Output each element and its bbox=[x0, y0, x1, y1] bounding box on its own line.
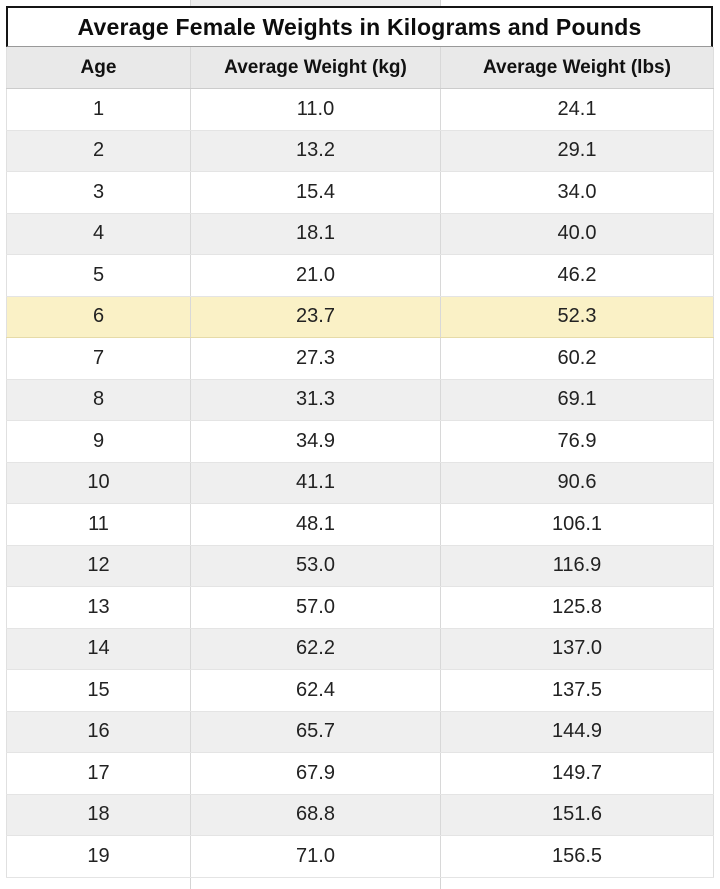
lbs-cell: 24.1 bbox=[440, 88, 714, 131]
table-header: Age Average Weight (kg) Average Weight (… bbox=[6, 47, 714, 89]
lbs-cell: 52.3 bbox=[440, 295, 714, 338]
table-row: 6 23.7 52.3 bbox=[6, 295, 714, 338]
kg-cell: 62.2 bbox=[190, 628, 441, 670]
header-row: Age Average Weight (kg) Average Weight (… bbox=[6, 47, 714, 89]
table-row: 8 31.3 69.1 bbox=[6, 379, 714, 421]
kg-cell: 18.1 bbox=[190, 213, 441, 255]
lbs-cell: 137.0 bbox=[440, 628, 714, 670]
gridline-strip-top bbox=[6, 0, 713, 6]
kg-cell: 23.7 bbox=[190, 295, 441, 338]
kg-cell: 57.0 bbox=[190, 586, 441, 629]
kg-cell: 53.0 bbox=[190, 545, 441, 587]
gridline-vertical bbox=[190, 0, 191, 6]
col-header-age: Age bbox=[6, 47, 191, 89]
table-row: 5 21.0 46.2 bbox=[6, 254, 714, 297]
kg-cell: 71.0 bbox=[190, 835, 441, 878]
age-cell: 13 bbox=[6, 586, 191, 629]
lbs-cell: 29.1 bbox=[440, 130, 714, 172]
table-row: 4 18.1 40.0 bbox=[6, 213, 714, 255]
table-row: 13 57.0 125.8 bbox=[6, 586, 714, 629]
age-cell: 1 bbox=[6, 88, 191, 131]
age-cell: 12 bbox=[6, 545, 191, 587]
kg-cell: 62.4 bbox=[190, 669, 441, 712]
kg-cell: 21.0 bbox=[190, 254, 441, 297]
lbs-cell: 137.5 bbox=[440, 669, 714, 712]
lbs-cell: 40.0 bbox=[440, 213, 714, 255]
lbs-cell: 149.7 bbox=[440, 752, 714, 795]
lbs-cell: 34.0 bbox=[440, 171, 714, 214]
kg-cell: 13.2 bbox=[190, 130, 441, 172]
age-cell: 7 bbox=[6, 337, 191, 380]
lbs-cell: 151.6 bbox=[440, 794, 714, 836]
lbs-cell: 76.9 bbox=[440, 420, 714, 463]
gridline-strip-bottom bbox=[6, 877, 713, 889]
table-row: 15 62.4 137.5 bbox=[6, 669, 714, 712]
lbs-cell: 90.6 bbox=[440, 462, 714, 504]
kg-cell: 27.3 bbox=[190, 337, 441, 380]
lbs-cell: 106.1 bbox=[440, 503, 714, 546]
table-row: 17 67.9 149.7 bbox=[6, 752, 714, 795]
age-cell: 5 bbox=[6, 254, 191, 297]
kg-cell: 15.4 bbox=[190, 171, 441, 214]
lbs-cell: 125.8 bbox=[440, 586, 714, 629]
age-cell: 14 bbox=[6, 628, 191, 670]
lbs-cell: 46.2 bbox=[440, 254, 714, 297]
weights-table: Age Average Weight (kg) Average Weight (… bbox=[6, 47, 714, 878]
kg-cell: 41.1 bbox=[190, 462, 441, 504]
age-cell: 19 bbox=[6, 835, 191, 878]
kg-cell: 31.3 bbox=[190, 379, 441, 421]
table-row: 10 41.1 90.6 bbox=[6, 462, 714, 504]
table-row: 14 62.2 137.0 bbox=[6, 628, 714, 670]
age-cell: 16 bbox=[6, 711, 191, 753]
kg-cell: 34.9 bbox=[190, 420, 441, 463]
table-body: 1 11.0 24.1 2 13.2 29.1 3 15.4 34.0 4 18.1 40.0 5 21.… bbox=[6, 88, 714, 878]
age-cell: 4 bbox=[6, 213, 191, 255]
age-cell: 3 bbox=[6, 171, 191, 214]
lbs-cell: 69.1 bbox=[440, 379, 714, 421]
kg-cell: 11.0 bbox=[190, 88, 441, 131]
table-row: 9 34.9 76.9 bbox=[6, 420, 714, 463]
table-row: 19 71.0 156.5 bbox=[6, 835, 714, 878]
age-cell: 18 bbox=[6, 794, 191, 836]
lbs-cell: 60.2 bbox=[440, 337, 714, 380]
table-row: 7 27.3 60.2 bbox=[6, 337, 714, 380]
kg-cell: 68.8 bbox=[190, 794, 441, 836]
table-row: 1 11.0 24.1 bbox=[6, 88, 714, 131]
kg-cell: 65.7 bbox=[190, 711, 441, 753]
weights-table-page: Average Female Weights in Kilograms and … bbox=[6, 0, 714, 889]
gridline-vertical bbox=[440, 0, 441, 6]
gridline-vertical bbox=[190, 877, 191, 889]
table-row: 18 68.8 151.6 bbox=[6, 794, 714, 836]
gridline-vertical bbox=[440, 877, 441, 889]
age-cell: 8 bbox=[6, 379, 191, 421]
gridline-shade bbox=[191, 0, 440, 6]
age-cell: 11 bbox=[6, 503, 191, 546]
col-header-kg: Average Weight (kg) bbox=[190, 47, 441, 89]
col-header-lbs: Average Weight (lbs) bbox=[440, 47, 714, 89]
lbs-cell: 116.9 bbox=[440, 545, 714, 587]
kg-cell: 67.9 bbox=[190, 752, 441, 795]
table-title: Average Female Weights in Kilograms and … bbox=[6, 6, 713, 47]
table-row: 3 15.4 34.0 bbox=[6, 171, 714, 214]
table-row: 2 13.2 29.1 bbox=[6, 130, 714, 172]
lbs-cell: 156.5 bbox=[440, 835, 714, 878]
table-row: 16 65.7 144.9 bbox=[6, 711, 714, 753]
table-row: 11 48.1 106.1 bbox=[6, 503, 714, 546]
age-cell: 6 bbox=[6, 295, 191, 338]
age-cell: 17 bbox=[6, 752, 191, 795]
table-row: 12 53.0 116.9 bbox=[6, 545, 714, 587]
age-cell: 15 bbox=[6, 669, 191, 712]
age-cell: 9 bbox=[6, 420, 191, 463]
age-cell: 2 bbox=[6, 130, 191, 172]
kg-cell: 48.1 bbox=[190, 503, 441, 546]
age-cell: 10 bbox=[6, 462, 191, 504]
lbs-cell: 144.9 bbox=[440, 711, 714, 753]
